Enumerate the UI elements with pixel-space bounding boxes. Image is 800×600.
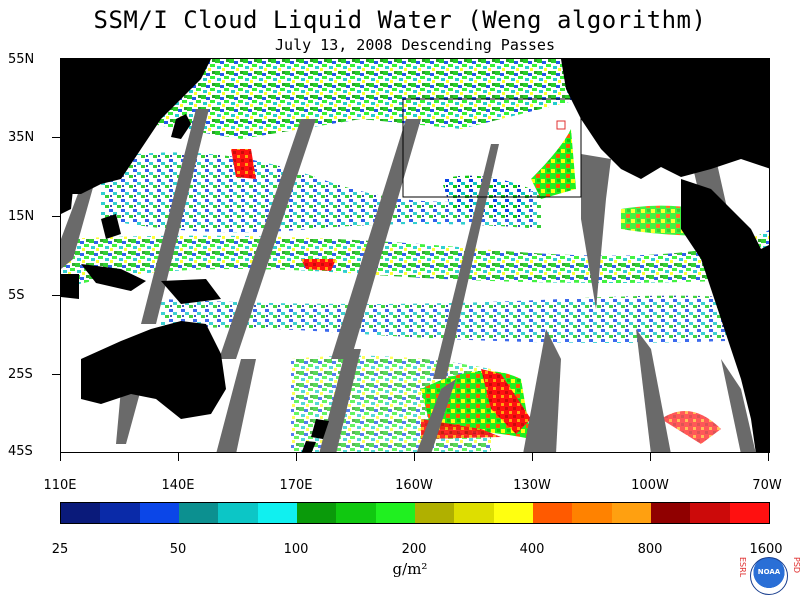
noaa-logo-icon: NOAA bbox=[750, 557, 788, 595]
lon-tick bbox=[60, 453, 61, 461]
colorbar-segment bbox=[572, 503, 612, 523]
colorbar-label-200: 200 bbox=[401, 542, 427, 557]
logo-center-text: NOAA bbox=[757, 568, 781, 576]
noaa-esrl-logo: ESRL NOAA PSD bbox=[735, 555, 800, 599]
lat-tick bbox=[52, 295, 60, 296]
lon-label-100w: 100W bbox=[631, 478, 669, 493]
logo-left-text: ESRL bbox=[738, 557, 747, 578]
colorbar-label-1600: 1600 bbox=[749, 542, 783, 557]
colorbar-segment bbox=[532, 503, 573, 523]
cloud-water-map bbox=[60, 58, 770, 453]
colorbar-label-800: 800 bbox=[637, 542, 663, 557]
colorbar-segment bbox=[61, 503, 101, 523]
lat-label-5s: 5S bbox=[8, 288, 25, 303]
lat-tick bbox=[52, 216, 60, 217]
colorbar-label-25: 25 bbox=[51, 542, 69, 557]
units-label: g/m² bbox=[392, 560, 428, 578]
colorbar-segment bbox=[493, 503, 533, 523]
colorbar-label-400: 400 bbox=[519, 542, 545, 557]
lon-tick bbox=[768, 453, 769, 461]
colorbar-segment bbox=[414, 503, 455, 523]
lon-tick bbox=[532, 453, 533, 461]
colorbar bbox=[60, 502, 770, 524]
lat-tick bbox=[52, 137, 60, 138]
region-box bbox=[402, 98, 582, 198]
colorbar-segment bbox=[178, 503, 219, 523]
colorbar-segment bbox=[729, 503, 769, 523]
colorbar-label-50: 50 bbox=[169, 542, 187, 557]
lon-tick bbox=[178, 453, 179, 461]
colorbar-segment bbox=[375, 503, 415, 523]
lon-label-170e: 170E bbox=[279, 478, 313, 493]
lon-label-70w: 70W bbox=[752, 478, 782, 493]
lon-tick bbox=[414, 453, 415, 461]
lon-label-110e: 110E bbox=[43, 478, 77, 493]
lat-label-15n: 15N bbox=[8, 209, 35, 224]
colorbar-label-100: 100 bbox=[283, 542, 309, 557]
colorbar-segment bbox=[690, 503, 730, 523]
colorbar-segment bbox=[336, 503, 376, 523]
colorbar-segment bbox=[650, 503, 691, 523]
lat-tick bbox=[52, 374, 60, 375]
page-subtitle: July 13, 2008 Descending Passes bbox=[275, 36, 555, 54]
red-marker bbox=[556, 120, 566, 130]
colorbar-segment bbox=[139, 503, 179, 523]
lat-label-25s: 25S bbox=[8, 367, 33, 382]
colorbar-segment bbox=[611, 503, 651, 523]
logo-right-text: PSD bbox=[792, 557, 800, 574]
map-canvas bbox=[61, 59, 769, 452]
colorbar-segment bbox=[218, 503, 258, 523]
colorbar-segment bbox=[454, 503, 494, 523]
lat-label-45s: 45S bbox=[8, 444, 33, 459]
lon-label-160w: 160W bbox=[395, 478, 433, 493]
land-masses bbox=[61, 59, 769, 452]
lat-label-55n: 55N bbox=[8, 52, 35, 67]
colorbar-segment bbox=[257, 503, 297, 523]
lon-tick bbox=[296, 453, 297, 461]
lon-tick bbox=[650, 453, 651, 461]
lon-label-130w: 130W bbox=[513, 478, 551, 493]
colorbar-segment bbox=[100, 503, 140, 523]
colorbar-segment bbox=[296, 503, 337, 523]
lat-label-35n: 35N bbox=[8, 130, 35, 145]
lon-label-140e: 140E bbox=[161, 478, 195, 493]
page-title: SSM/I Cloud Liquid Water (Weng algorithm… bbox=[93, 6, 707, 34]
